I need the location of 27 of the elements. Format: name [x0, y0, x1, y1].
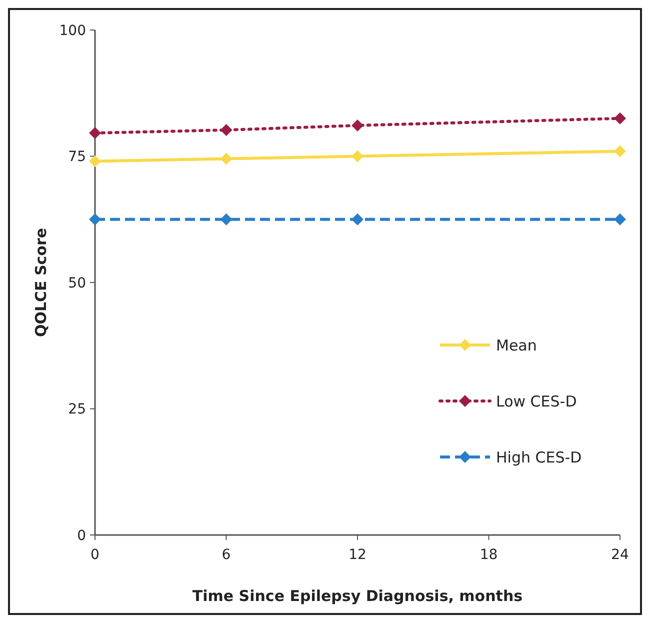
y-tick-label: 100: [59, 22, 86, 39]
legend-label: Low CES-D: [496, 392, 577, 410]
x-tick-label: 6: [222, 547, 231, 563]
point: [352, 213, 364, 226]
point: [220, 213, 232, 226]
y-tick-label: 75: [68, 149, 86, 166]
point: [220, 152, 232, 165]
point: [352, 150, 364, 162]
y-tick-label: 25: [68, 402, 86, 418]
point: [614, 145, 626, 158]
point: [89, 155, 101, 168]
legend-label: High CES-D: [496, 448, 582, 466]
y-axis-title: QOLCE Score: [32, 228, 50, 338]
x-tick-label: 12: [348, 547, 366, 563]
legend-label: Mean: [496, 336, 537, 354]
x-axis-title: Time Since Epilepsy Diagnosis, months: [192, 587, 523, 605]
point: [614, 213, 626, 226]
point: [220, 124, 232, 136]
point: [352, 119, 364, 132]
point: [89, 213, 101, 226]
point: [614, 112, 626, 124]
x-tick-label: 24: [611, 547, 629, 563]
y-tick-label: 0: [77, 528, 86, 544]
y-tick-label: 50: [68, 275, 86, 292]
x-tick-label: 0: [90, 547, 100, 563]
x-tick-label: 18: [480, 547, 498, 563]
point: [89, 127, 101, 140]
